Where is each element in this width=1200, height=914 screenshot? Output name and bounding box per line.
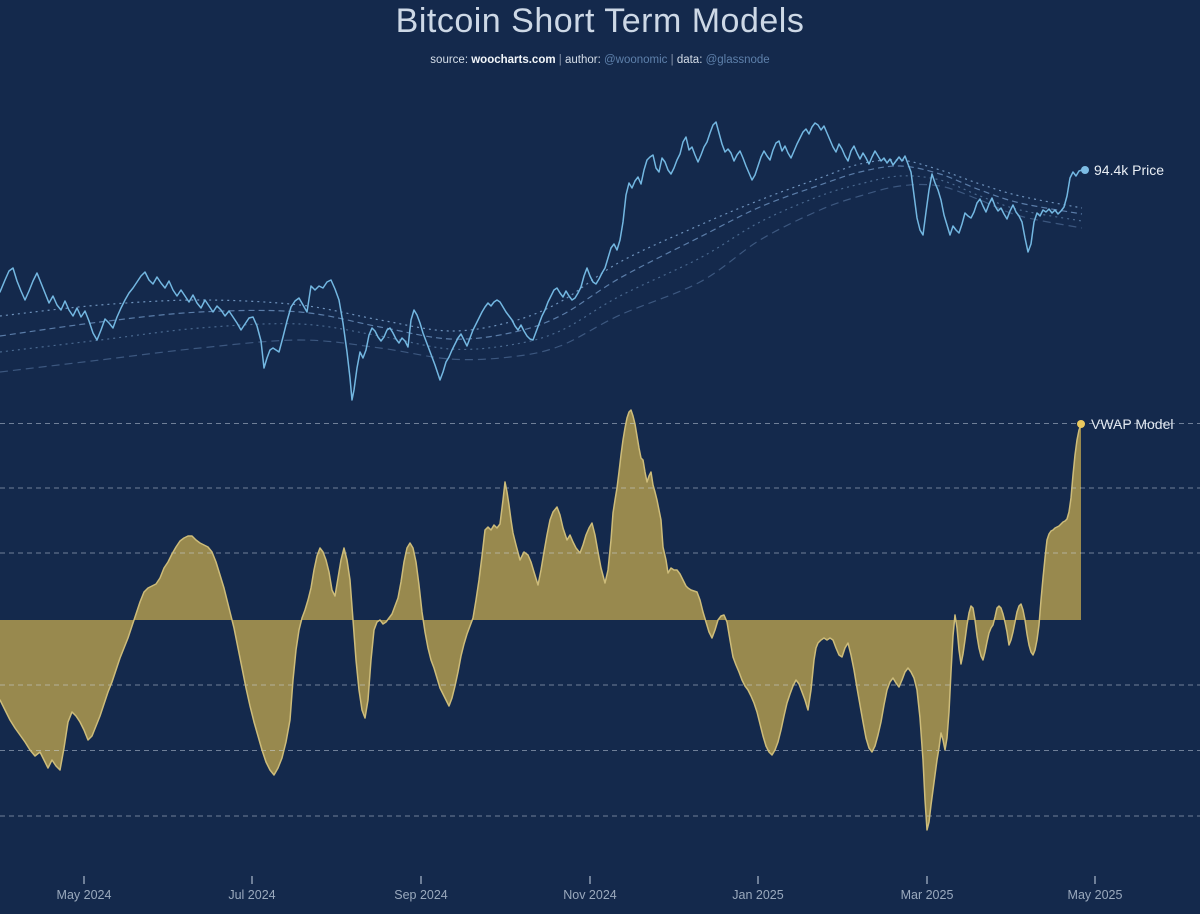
subtitle-data-label: data: <box>676 54 706 66</box>
subtitle-source-label: source: <box>430 54 472 66</box>
subtitle-separator: | <box>555 54 565 66</box>
model-line-2 <box>0 165 1083 340</box>
subtitle-source-value[interactable]: woocharts.com <box>471 54 556 66</box>
x-tick-label: May 2025 <box>1068 888 1123 902</box>
price-end-dot <box>1081 166 1089 174</box>
chart-subtitle: source: woocharts.com | author: @woonomi… <box>0 54 1200 66</box>
model-line-1 <box>0 159 1083 332</box>
x-tick-label: Mar 2025 <box>901 888 954 902</box>
vwap-area <box>0 410 1081 830</box>
model-line-4 <box>0 183 1083 373</box>
vwap-end-dot <box>1077 420 1085 428</box>
x-tick-label: Jan 2025 <box>732 888 783 902</box>
model-line-3 <box>0 175 1083 353</box>
vwap-line <box>0 409 1082 831</box>
subtitle-author-label: author: <box>564 54 604 66</box>
chart-title: Bitcoin Short Term Models <box>395 2 805 40</box>
vwap-end-label: VWAP Model <box>1091 416 1173 432</box>
price-line <box>0 121 1083 401</box>
subtitle-separator: | <box>667 54 677 66</box>
price-end-label: 94.4k Price <box>1094 162 1164 178</box>
x-tick-label: Sep 2024 <box>394 888 448 902</box>
x-tick-label: Jul 2024 <box>228 888 275 902</box>
subtitle-data-handle[interactable]: @glassnode <box>705 54 770 66</box>
x-tick-label: May 2024 <box>57 888 112 902</box>
subtitle-author-handle[interactable]: @woonomic <box>603 54 668 66</box>
x-tick-label: Nov 2024 <box>563 888 617 902</box>
